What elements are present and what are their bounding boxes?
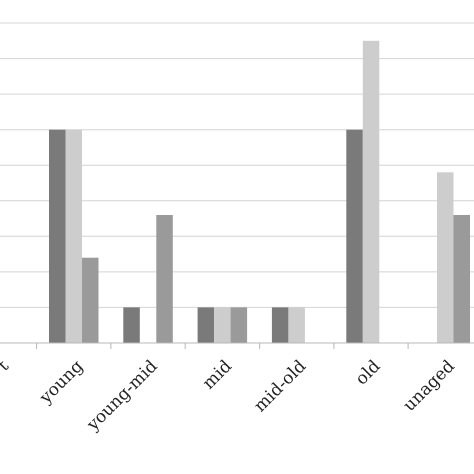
bar-unaged-series-2 xyxy=(437,172,454,343)
x-axis xyxy=(0,342,474,349)
bar-mid-old-series-2 xyxy=(288,307,305,343)
bar-mid-old-series-1 xyxy=(271,307,289,343)
bar-unaged-series-3 xyxy=(453,215,470,343)
x-tick-label-mid-old: mid-old xyxy=(250,356,310,416)
bar-mid-series-1 xyxy=(197,307,215,343)
bar-young-series-3 xyxy=(82,257,99,343)
bar-mid-series-3 xyxy=(230,307,248,343)
bar-young-mid-series-3 xyxy=(156,215,173,343)
x-tick-label-old: old xyxy=(352,356,385,389)
x-tick-label-mid: mid xyxy=(199,356,236,393)
x-tick-label-young: young xyxy=(35,356,87,408)
x-tick-label-unaged: unaged xyxy=(400,356,459,415)
bar-mid-series-2 xyxy=(214,307,231,343)
bar-young-series-2 xyxy=(65,129,82,343)
bar-young-mid-series-1 xyxy=(123,307,140,343)
bar-young-series-1 xyxy=(49,129,66,343)
x-tick-label-t: t xyxy=(0,356,13,375)
bar-old-series-2 xyxy=(362,40,380,344)
x-tick-label-young-mid: young-mid xyxy=(83,356,162,435)
bar-old-series-1 xyxy=(346,129,363,343)
bar-series xyxy=(49,40,470,344)
